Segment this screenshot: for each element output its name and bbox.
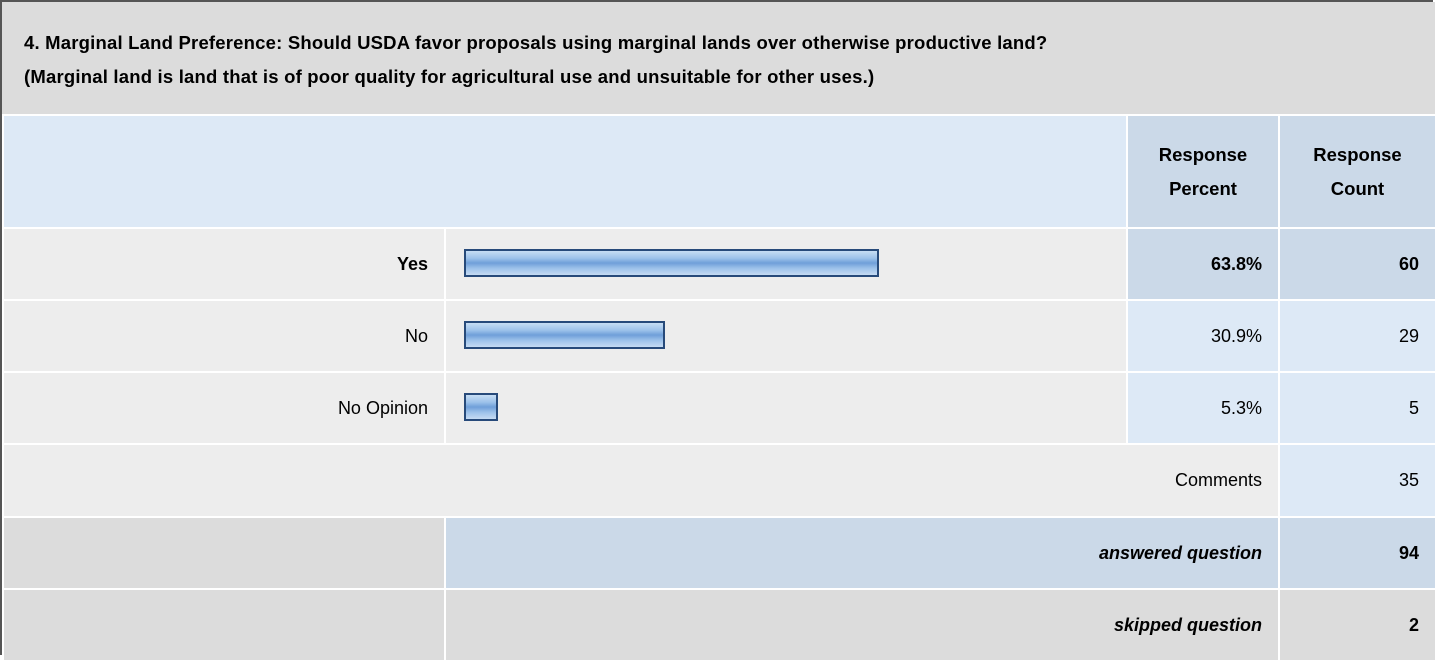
bar-yes	[464, 249, 879, 277]
response-percent-value: 30.9%	[1126, 299, 1280, 373]
results-table: Response Percent Response Count Yes 63.8…	[2, 114, 1437, 662]
response-percent-value: 5.3%	[1126, 371, 1280, 445]
table-header-row: Response Percent Response Count	[2, 114, 1437, 229]
response-count-header: Response Count	[1278, 114, 1437, 229]
bar-cell	[444, 299, 1128, 373]
response-count-value: 5	[1278, 371, 1437, 445]
answer-label: No	[2, 299, 446, 373]
skipped-row: skipped question 2	[2, 588, 1437, 662]
answer-row-yes: Yes 63.8% 60	[2, 227, 1437, 301]
answer-row-no: No 30.9% 29	[2, 299, 1437, 373]
answer-label: Yes	[2, 227, 446, 301]
skipped-blank	[2, 588, 446, 662]
header-blank	[2, 114, 1128, 229]
answered-row: answered question 94	[2, 516, 1437, 590]
response-percent-header: Response Percent	[1126, 114, 1280, 229]
response-count-value: 29	[1278, 299, 1437, 373]
response-count-header-line-1: Response	[1313, 143, 1402, 165]
answer-label: No Opinion	[2, 371, 446, 445]
answered-question-count: 94	[1278, 516, 1437, 590]
response-count-header-line-2: Count	[1330, 177, 1385, 199]
comments-label[interactable]: Comments	[2, 443, 1280, 518]
answer-row-no-opinion: No Opinion 5.3% 5	[2, 371, 1437, 445]
response-percent-header-line-2: Percent	[1169, 177, 1237, 199]
skipped-question-count: 2	[1278, 588, 1437, 662]
comments-count: 35	[1278, 443, 1437, 518]
question-title-line-1: 4. Marginal Land Preference: Should USDA…	[24, 32, 1048, 53]
response-count-value: 60	[1278, 227, 1437, 301]
question-title: 4. Marginal Land Preference: Should USDA…	[2, 2, 1435, 114]
question-title-line-2: (Marginal land is land that is of poor q…	[24, 66, 875, 87]
bar-no-opinion	[464, 393, 498, 421]
skipped-question-label: skipped question	[444, 588, 1280, 662]
answered-question-label: answered question	[444, 516, 1280, 590]
bar-cell	[444, 227, 1128, 301]
bar-no	[464, 321, 665, 349]
response-percent-header-line-1: Response	[1158, 143, 1248, 165]
comments-row: Comments 35	[2, 443, 1437, 518]
bar-cell	[444, 371, 1128, 445]
answered-blank	[2, 516, 446, 590]
response-percent-value: 63.8%	[1126, 227, 1280, 301]
